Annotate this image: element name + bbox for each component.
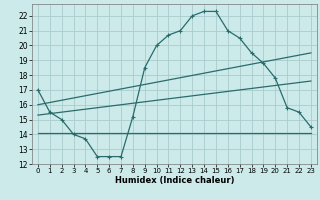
X-axis label: Humidex (Indice chaleur): Humidex (Indice chaleur) xyxy=(115,176,234,185)
